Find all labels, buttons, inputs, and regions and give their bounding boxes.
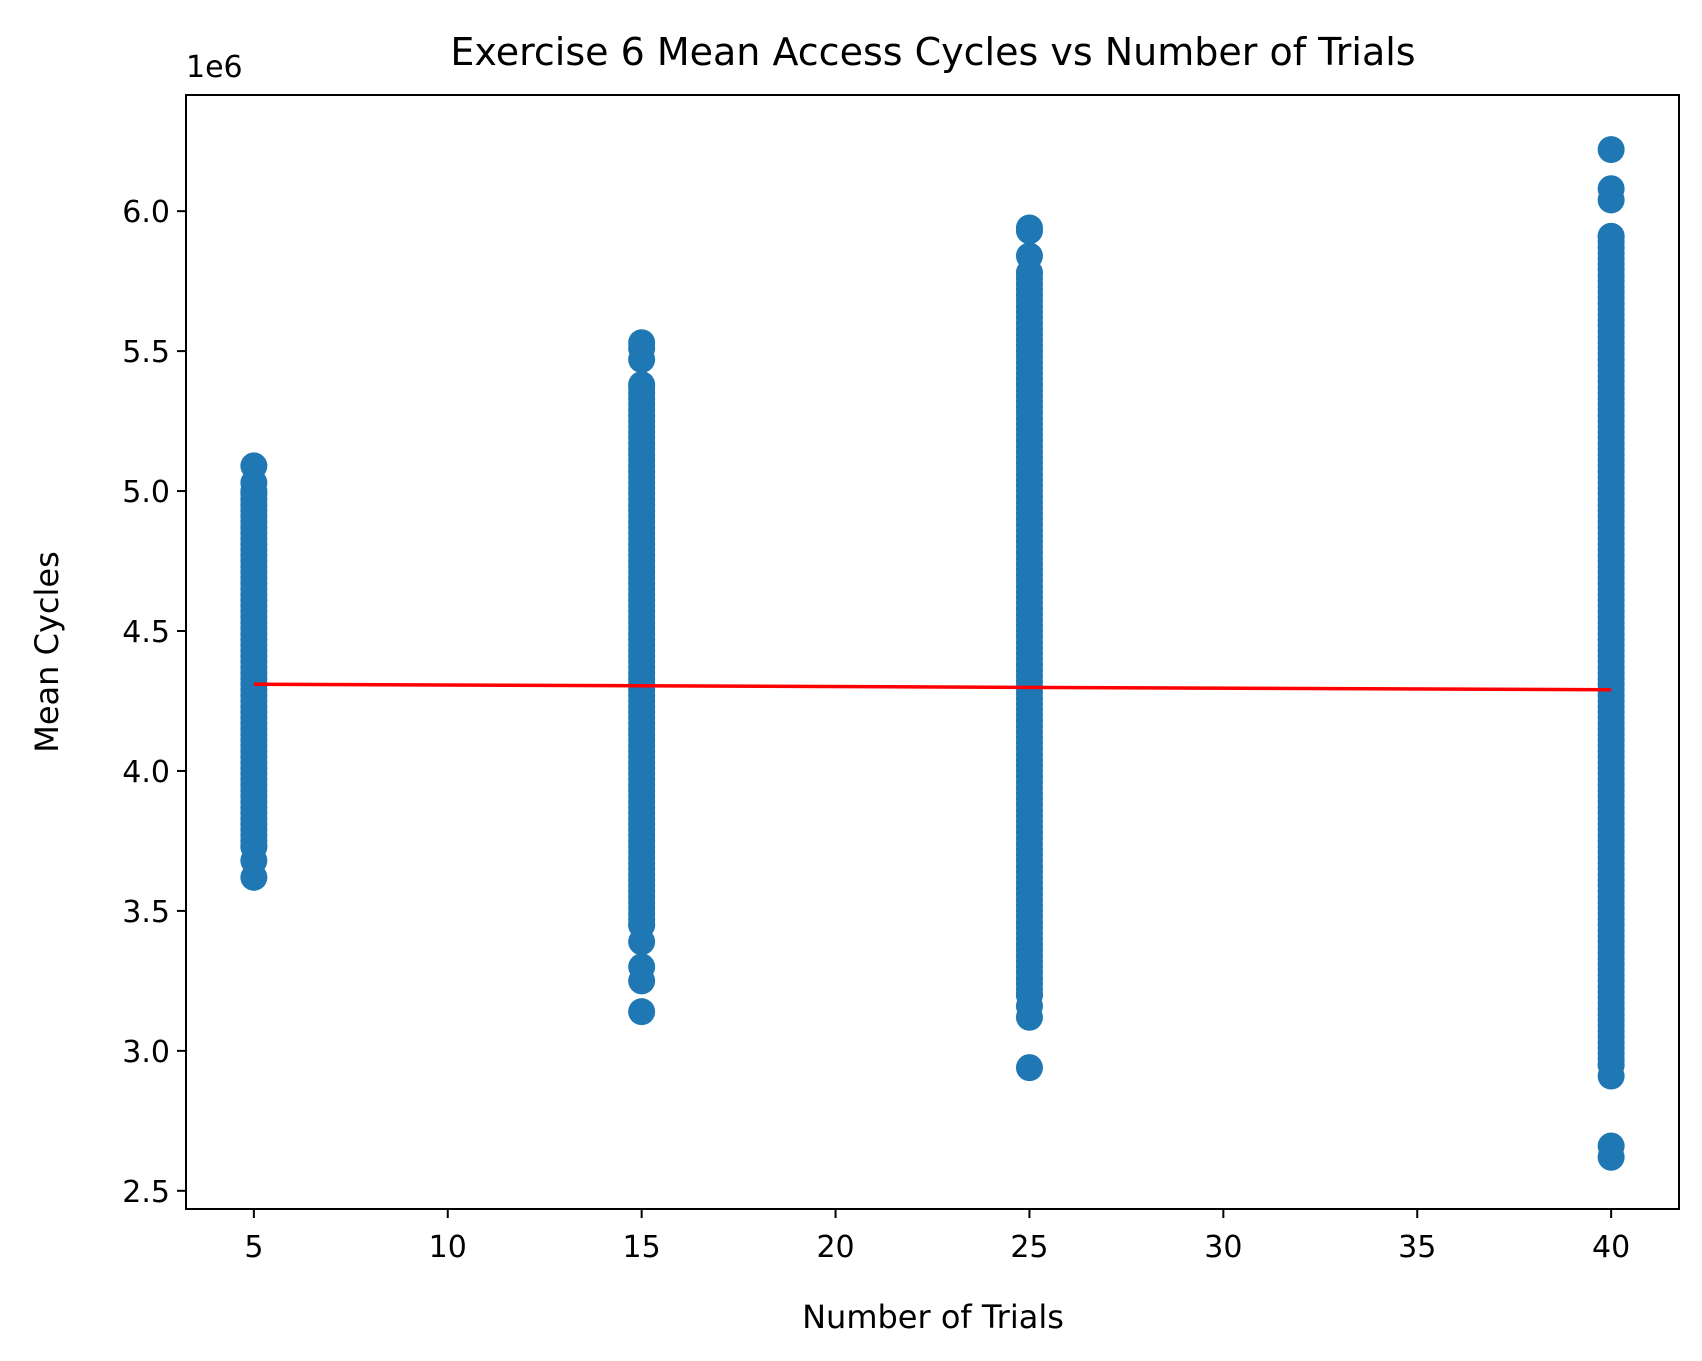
- chart-title: Exercise 6 Mean Access Cycles vs Number …: [450, 30, 1415, 74]
- data-point: [628, 953, 656, 981]
- data-point: [1597, 1132, 1625, 1160]
- fit-line-layer: [253, 682, 1612, 692]
- plot-area-frame: [185, 94, 1680, 1210]
- y-axis-ticks: 2.5 3.0 3.5 4.0 4.5 5.0 5.5 6.0: [122, 195, 186, 1210]
- x-tick-label: 25: [1010, 1230, 1048, 1265]
- x-tick-label: 40: [1592, 1230, 1630, 1265]
- data-point: [240, 833, 268, 861]
- y-tick-label: 3.5: [122, 895, 170, 930]
- x-axis-label: Number of Trials: [802, 1298, 1064, 1336]
- x-tick-label: 10: [429, 1230, 467, 1265]
- data-point: [628, 998, 656, 1026]
- y-tick-label: 4.5: [122, 615, 170, 650]
- fit-line: [253, 682, 1612, 692]
- y-tick-label: 4.0: [122, 755, 170, 790]
- data-point: [628, 329, 656, 357]
- y-tick-label: 3.0: [122, 1035, 170, 1070]
- data-point: [1597, 175, 1625, 203]
- data-point: [1597, 136, 1625, 164]
- y-tick-label: 6.0: [122, 195, 170, 230]
- y-tick-label: 2.5: [122, 1175, 170, 1210]
- y-axis-label: Mean Cycles: [28, 551, 66, 752]
- x-tick-label: 35: [1398, 1230, 1436, 1265]
- data-point: [628, 911, 656, 939]
- y-tick-label: 5.0: [122, 475, 170, 510]
- x-axis-ticks: 5 10 15 20 25 30 35 40: [244, 1209, 1630, 1265]
- x-tick-label: 15: [623, 1230, 661, 1265]
- data-point: [1015, 214, 1043, 242]
- data-point: [1015, 981, 1043, 1009]
- data-points: [240, 136, 1625, 1171]
- data-point: [240, 452, 268, 480]
- data-point: [1015, 1054, 1043, 1082]
- x-tick-label: 20: [816, 1230, 854, 1265]
- y-tick-label: 5.5: [122, 335, 170, 370]
- data-point: [1597, 222, 1625, 250]
- x-tick-label: 5: [244, 1230, 263, 1265]
- data-point: [1015, 242, 1043, 270]
- x-tick-label: 30: [1204, 1230, 1242, 1265]
- y-axis-offset-label: 1e6: [186, 50, 243, 85]
- data-point: [628, 371, 656, 399]
- data-point: [1597, 1051, 1625, 1079]
